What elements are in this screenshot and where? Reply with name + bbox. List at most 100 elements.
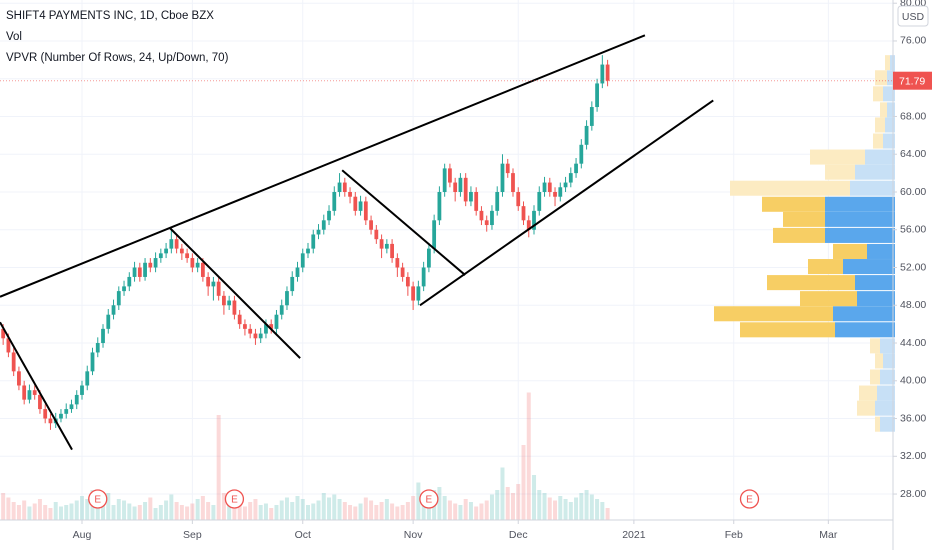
candle-body	[174, 239, 179, 249]
volume-bar	[316, 500, 321, 520]
volume-bar	[242, 506, 247, 520]
vpvr-down	[808, 259, 843, 275]
volume-bar	[127, 503, 132, 520]
volume-bar	[474, 506, 479, 520]
volume-bar	[195, 499, 200, 520]
volume-bar	[85, 499, 90, 520]
vpvr-up	[865, 149, 895, 165]
candle-body	[568, 173, 573, 183]
vpvr-down	[825, 164, 855, 180]
vpvr-down	[875, 70, 887, 86]
volume-bar	[589, 494, 594, 520]
candle-body	[595, 83, 599, 108]
volume-bar	[190, 503, 195, 520]
candle-body	[332, 191, 337, 211]
volume-bar	[390, 503, 395, 520]
volume-bar	[526, 392, 531, 520]
volume-bar	[106, 493, 111, 520]
candle-body	[264, 324, 268, 334]
candle-body	[300, 253, 305, 268]
candle-body	[11, 352, 16, 372]
currency-box[interactable]	[897, 5, 929, 27]
candle-body	[306, 248, 310, 254]
volume-bar	[22, 500, 27, 520]
volume-bar	[48, 508, 53, 520]
volume-bar	[484, 500, 489, 520]
candle-body	[516, 191, 521, 207]
volume-bar	[447, 500, 452, 520]
volume-bar	[500, 467, 505, 520]
volume-bar	[174, 502, 179, 520]
vpvr-up	[843, 259, 895, 275]
candle-body	[190, 258, 195, 268]
earnings-marker[interactable]	[224, 489, 245, 509]
vpvr-down	[740, 322, 835, 338]
volume-bar	[164, 500, 169, 520]
volume-bar	[405, 502, 410, 520]
candle-body	[321, 220, 326, 230]
volume-bar	[101, 502, 106, 520]
candle-body	[316, 229, 321, 235]
volume-bar	[169, 494, 174, 520]
candle-body	[48, 418, 53, 424]
candle-body	[337, 182, 342, 192]
candle-body	[553, 191, 557, 197]
volume-bar	[358, 503, 363, 520]
vpvr-up	[883, 86, 895, 102]
candle-body	[421, 267, 426, 287]
volume-bar	[348, 505, 353, 520]
vpvr-up	[825, 211, 895, 227]
candle-body	[69, 404, 74, 410]
last-price-label: 71.79	[899, 75, 925, 87]
candle-body	[495, 191, 500, 211]
volume-bar	[510, 493, 515, 520]
volume-bar	[369, 500, 374, 520]
volume-bar	[69, 503, 74, 520]
candle-body	[589, 107, 594, 126]
volume-bar	[143, 502, 148, 520]
x-tick-label: Sep	[183, 529, 202, 541]
volume-bar	[363, 497, 368, 520]
volume-bar	[295, 496, 300, 520]
candle-body	[379, 239, 384, 249]
volume-bar	[516, 484, 521, 520]
volume-bar	[384, 499, 389, 520]
y-tick-label: 36.00	[900, 412, 926, 424]
candle-body	[216, 281, 221, 296]
candle-body	[122, 286, 126, 292]
volume-bar	[258, 505, 263, 520]
vpvr-down	[875, 117, 885, 133]
volume-bar	[37, 499, 42, 520]
vpvr-up	[885, 117, 895, 133]
earnings-label: E	[746, 495, 753, 506]
candle-body	[17, 371, 21, 386]
x-tick-label: Mar	[819, 529, 838, 541]
volume-bar	[274, 505, 279, 520]
volume-bar	[337, 499, 342, 520]
candle-body	[59, 413, 63, 419]
earnings-marker[interactable]	[739, 489, 760, 509]
y-tick-label: 40.00	[900, 375, 926, 387]
earnings-label: E	[94, 495, 101, 506]
earnings-marker[interactable]	[419, 489, 439, 509]
y-tick-label: 44.00	[900, 337, 926, 349]
volume-bar	[206, 502, 211, 520]
volume-bar	[537, 490, 542, 520]
volume-bar	[122, 500, 127, 520]
volume-bar	[321, 493, 326, 520]
trendline	[419, 99, 714, 307]
volume-bar	[479, 503, 484, 520]
y-tick-label: 32.00	[900, 450, 926, 462]
volume-bar	[547, 497, 552, 520]
y-tick-label: 76.00	[900, 35, 926, 47]
volume-bar	[395, 506, 400, 520]
volume-bar	[453, 503, 458, 520]
candle-body	[542, 182, 547, 192]
candle-body	[132, 267, 137, 277]
trendline	[0, 321, 73, 451]
earnings-marker[interactable]	[88, 489, 108, 509]
volume-bar	[426, 497, 431, 520]
candle-body	[490, 210, 494, 226]
candle-body	[605, 64, 610, 81]
